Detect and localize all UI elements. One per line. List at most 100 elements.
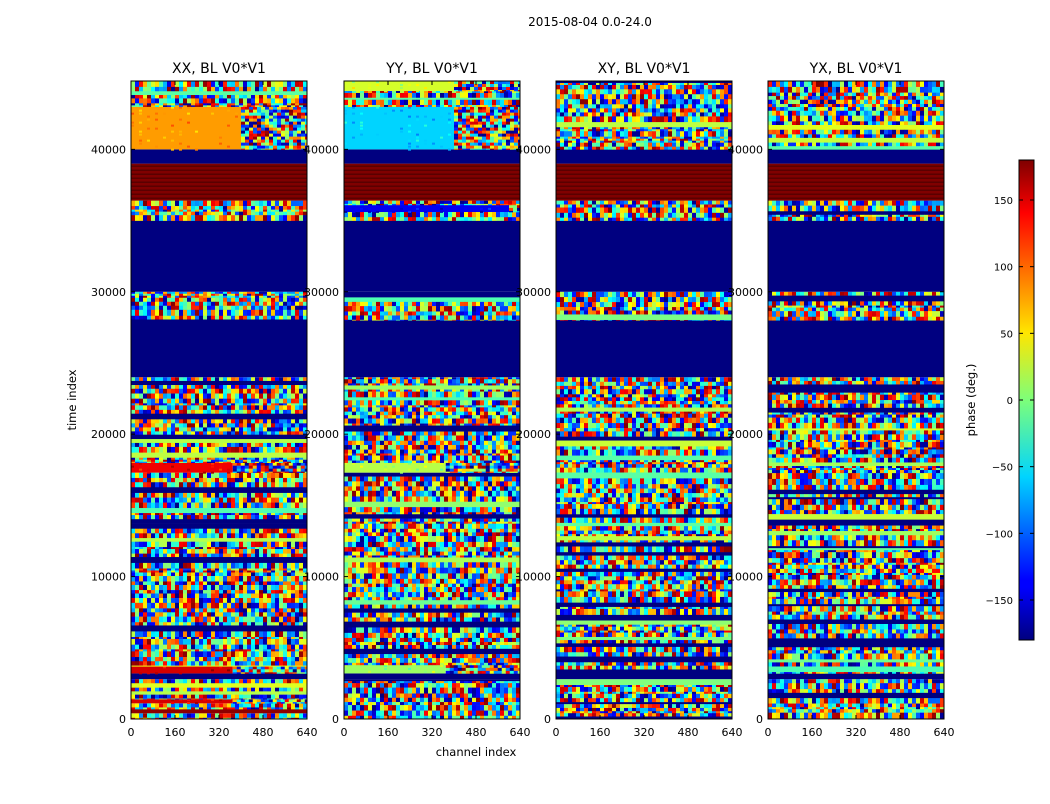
noise-cell [251,478,255,483]
noise-cell [195,298,199,302]
noise-cell [239,585,243,590]
noise-cell [492,481,496,486]
noise-cell [255,431,259,435]
noise-cell [287,688,291,692]
noise-cell [255,399,259,404]
noise-cell [416,683,420,688]
noise-cell [171,661,175,666]
stripe-line [131,194,307,195]
noise-cell [380,705,384,711]
noise-cell [472,507,476,512]
noise-cell [241,110,245,113]
noise-cell [179,707,183,709]
noise-cell [219,622,223,626]
noise-cell [151,603,155,609]
noise-cell [183,81,187,87]
noise-cell [203,389,207,394]
noise-cell [231,679,235,683]
noise-cell [139,679,143,683]
noise-cell [297,137,301,140]
noise-cell [199,594,203,599]
noise-cell [255,394,259,399]
noise-cell [227,699,231,700]
noise-cell [295,617,299,623]
noise-cell [251,298,255,302]
noise-cell [247,215,251,221]
noise-cell [247,603,251,609]
noise-cell [143,81,147,87]
noise-cell [239,598,243,603]
noise-cell [482,665,486,668]
noise-cell [219,645,223,650]
noise-cell [159,201,163,207]
noise-cell [159,703,163,707]
noise-cell [279,389,283,394]
noise-cell [440,681,444,683]
noise-cell [235,570,239,572]
noise-cell [183,513,187,515]
noise-cell [147,661,151,666]
noise-cell [159,598,163,603]
noise-cell [183,695,187,699]
noise-cell [251,515,255,519]
noise-cell [424,694,428,699]
noise-cell [199,699,203,700]
noise-cell [155,458,159,460]
noise-cell [131,572,135,576]
noise-cell [273,119,277,122]
noise-cell [289,134,293,137]
noise-cell [235,622,239,626]
noise-cell [135,585,139,590]
noise-cell [139,298,143,302]
noise-cell [223,637,227,639]
noise-cell [203,695,207,699]
noise-cell [175,513,179,515]
noise-cell [460,477,464,482]
noise-cell [231,549,235,554]
noise-cell [271,210,275,212]
noise-cell [175,603,179,609]
noise-cell [368,477,372,482]
noise-cell [476,507,480,512]
noise-cell [267,458,271,460]
noise-cell [259,581,263,585]
noise-cell [392,705,396,711]
smooth-row [131,508,307,513]
noise-cell [239,103,243,105]
noise-cell [227,98,231,103]
noise-cell [508,486,512,491]
noise-cell [289,146,293,149]
noise-cell [291,637,295,639]
noise-cell [159,645,163,650]
noise-cell [215,695,219,699]
noise-cell [279,703,283,707]
panel-title: XX, BL V0*V1 [172,61,266,77]
noise-cell [151,210,155,212]
noise-cell [207,405,211,410]
noise-cell [183,547,187,549]
noise-cell [283,688,287,692]
noise-cell [492,688,496,694]
noise-cell [275,389,279,394]
noise-cell [215,572,219,576]
noise-cell [245,469,249,472]
noise-cell [215,639,219,645]
noise-cell [253,669,257,672]
noise-cell [179,513,183,515]
noise-cell [163,389,167,394]
noise-cell [215,529,219,534]
noise-cell [263,427,267,431]
noise-cell [199,95,203,99]
panel-title: YY, BL V0*V1 [385,61,478,77]
noise-cell [251,105,255,107]
noise-cell [195,529,199,534]
noise-cell [428,519,432,522]
noise-cell [263,547,267,549]
noise-cell [163,294,167,296]
noise-cell [275,206,279,210]
noise-cell [219,563,223,569]
noise-cell [460,507,464,512]
noise-cell [404,481,408,486]
noise-cell [227,405,231,410]
speckle [163,137,166,139]
